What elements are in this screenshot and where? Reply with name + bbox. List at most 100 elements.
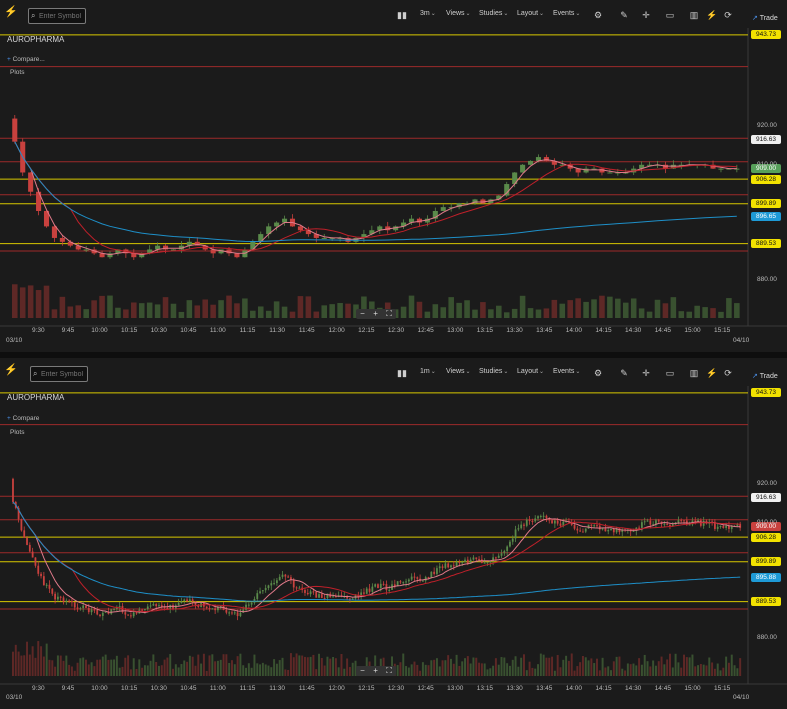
symbol-search-box[interactable]: ⌕ bbox=[28, 8, 86, 24]
pencil-icon[interactable]: ✎ bbox=[620, 10, 628, 20]
candle-body bbox=[298, 587, 301, 589]
volume-bar bbox=[718, 311, 724, 318]
interval-dropdown[interactable]: 1m⌄ bbox=[420, 368, 436, 380]
plots-toggle[interactable]: Plots bbox=[10, 69, 24, 76]
lightning-icon[interactable]: ⚡ bbox=[4, 364, 18, 376]
candles-icon[interactable]: ▮▮ bbox=[397, 10, 407, 20]
volume-bar bbox=[297, 296, 304, 318]
refresh-icon[interactable]: ⟳ bbox=[724, 10, 732, 20]
crosshair-icon[interactable]: ✛ bbox=[642, 10, 650, 20]
comment-icon[interactable]: ▭ bbox=[665, 368, 675, 378]
volume-bar bbox=[713, 668, 716, 676]
candle-body bbox=[472, 557, 475, 560]
symbol-input[interactable] bbox=[41, 370, 85, 378]
volume-bar bbox=[135, 668, 138, 676]
studies-menu[interactable]: Studies⌄ bbox=[479, 368, 508, 380]
layout-menu[interactable]: Layout⌄ bbox=[517, 10, 544, 22]
price-tag: 899.89 bbox=[751, 557, 781, 567]
zoom-out-button[interactable]: − bbox=[360, 666, 365, 675]
zoom-reset-button[interactable]: ⛶ bbox=[386, 309, 392, 318]
symbol-search-box[interactable]: ⌕ bbox=[30, 366, 88, 382]
lightning-icon[interactable]: ⚡ bbox=[706, 10, 718, 20]
layout-menu[interactable]: Layout⌄ bbox=[517, 368, 544, 380]
gear-icon[interactable]: ⚙ bbox=[593, 368, 603, 378]
panel-divider[interactable] bbox=[0, 352, 787, 358]
candle-body bbox=[31, 551, 34, 558]
candle-body bbox=[99, 253, 105, 258]
volume-bar bbox=[710, 308, 716, 318]
volume-bar bbox=[326, 656, 329, 676]
candle-body bbox=[259, 591, 261, 594]
volume-bar bbox=[214, 661, 217, 676]
studies-menu[interactable]: Studies⌄ bbox=[479, 10, 508, 22]
candle-body bbox=[54, 593, 56, 600]
interval-dropdown[interactable]: 3m⌄ bbox=[420, 10, 436, 22]
zoom-reset-button[interactable]: ⛶ bbox=[386, 666, 392, 675]
time-axis-label: 9:30 bbox=[32, 327, 45, 334]
events-menu[interactable]: Events⌄ bbox=[553, 10, 580, 22]
events-menu[interactable]: Events⌄ bbox=[553, 368, 580, 380]
gear-icon[interactable]: ⚙ bbox=[593, 10, 603, 20]
volume-bar bbox=[503, 312, 510, 318]
volume-bar bbox=[146, 665, 149, 676]
comment-icon[interactable]: ▭ bbox=[665, 10, 675, 20]
time-axis-label: 10:45 bbox=[180, 327, 197, 334]
volume-bar bbox=[289, 653, 292, 676]
volume-bar bbox=[242, 665, 245, 676]
zoom-out-button[interactable]: − bbox=[360, 309, 365, 318]
candle-body bbox=[576, 528, 579, 531]
refresh-icon[interactable]: ⟳ bbox=[724, 368, 732, 378]
volume-bar bbox=[624, 670, 627, 676]
candle-body bbox=[393, 226, 399, 231]
volume-bar bbox=[313, 311, 320, 318]
studies-label: Studies bbox=[479, 368, 503, 375]
candle-body bbox=[323, 597, 326, 599]
plots-toggle[interactable]: Plots bbox=[10, 429, 24, 436]
layout-grid-icon[interactable]: ▥ bbox=[689, 10, 699, 20]
volume-bar bbox=[85, 659, 87, 676]
candle-body bbox=[93, 609, 96, 611]
candle-body bbox=[51, 588, 54, 594]
volume-bar bbox=[99, 295, 105, 318]
zoom-in-button[interactable]: + bbox=[373, 309, 378, 318]
views-menu[interactable]: Views⌄ bbox=[446, 368, 471, 380]
candle-body bbox=[118, 606, 121, 608]
compare-button[interactable]: + Compare bbox=[7, 415, 39, 422]
candle-body bbox=[79, 608, 82, 610]
compare-button[interactable]: + Compare... bbox=[7, 56, 45, 63]
volume-bar bbox=[345, 303, 351, 318]
crosshair-icon[interactable]: ✛ bbox=[642, 368, 650, 378]
zoom-in-button[interactable]: + bbox=[373, 666, 378, 675]
lightning-icon[interactable]: ⚡ bbox=[706, 368, 718, 378]
volume-bar bbox=[12, 651, 14, 676]
price-tag: 943.73 bbox=[751, 388, 781, 398]
trade-button[interactable]: ↗ Trade bbox=[752, 372, 778, 380]
candle-body bbox=[12, 118, 18, 142]
candle-body bbox=[146, 606, 149, 610]
pencil-icon[interactable]: ✎ bbox=[620, 368, 628, 378]
candle-body bbox=[377, 584, 379, 588]
candles-icon[interactable]: ▮▮ bbox=[397, 368, 407, 378]
volume-bar bbox=[514, 656, 517, 676]
volume-bar bbox=[127, 655, 130, 676]
volume-bar bbox=[402, 653, 405, 676]
chart-canvas-top[interactable] bbox=[0, 0, 787, 352]
volume-bar bbox=[615, 656, 618, 676]
volume-bar bbox=[91, 300, 97, 318]
candles bbox=[12, 115, 740, 260]
lightning-icon[interactable]: ⚡ bbox=[4, 6, 18, 18]
candle-body bbox=[525, 519, 528, 526]
volume-bar bbox=[242, 298, 248, 318]
volume-bar bbox=[218, 300, 224, 318]
candle-body bbox=[382, 583, 385, 585]
trade-button[interactable]: ↗ Trade bbox=[752, 14, 778, 22]
symbol-input[interactable] bbox=[39, 12, 83, 20]
volume-bar bbox=[284, 669, 287, 676]
volume-bar bbox=[405, 666, 408, 676]
views-menu[interactable]: Views⌄ bbox=[446, 10, 471, 22]
candle-body bbox=[245, 604, 247, 610]
candle-body bbox=[65, 600, 68, 602]
layout-grid-icon[interactable]: ▥ bbox=[689, 368, 699, 378]
vwap-line bbox=[12, 501, 741, 602]
chart-canvas-bottom[interactable] bbox=[0, 358, 787, 709]
